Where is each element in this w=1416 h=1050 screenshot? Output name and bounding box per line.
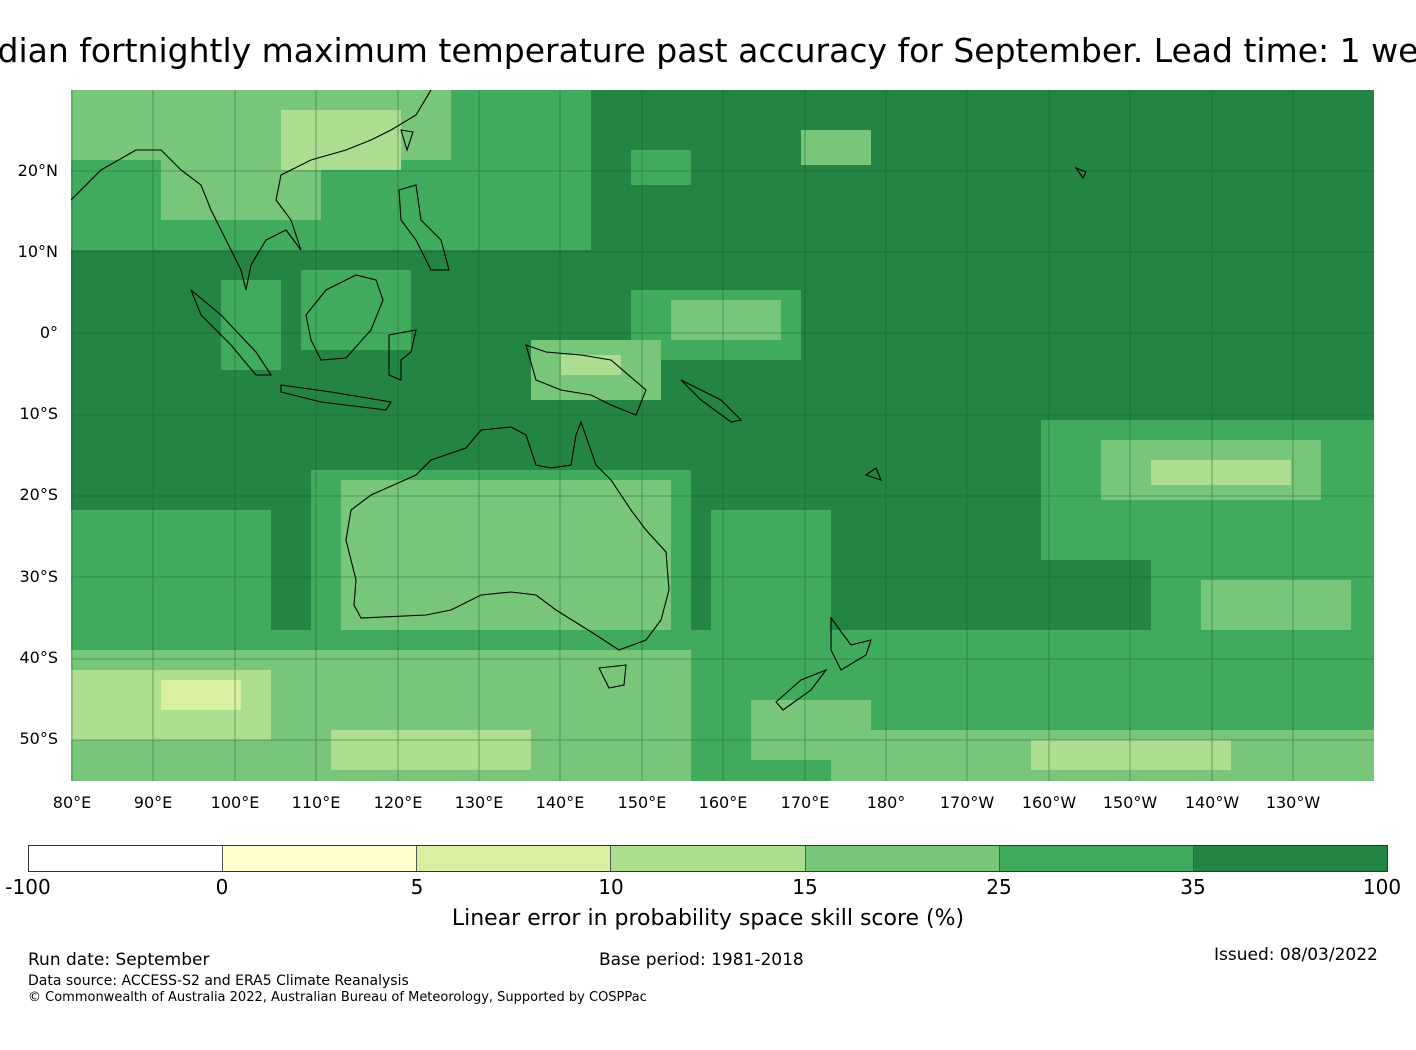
colorbar-tick-label: 100 (1362, 875, 1402, 899)
tasmania-coastline (598, 664, 627, 689)
lon-label: 80°E (52, 793, 92, 812)
asia-mainland-coastline (71, 90, 432, 291)
lon-label: 170°E (780, 793, 830, 812)
colorbar-segment (805, 846, 1000, 871)
colorbar-tick-label: 10 (598, 875, 624, 899)
lon-label: 170°W (939, 793, 995, 812)
lon-label: 140°E (535, 793, 585, 812)
colorbar-segment (1193, 846, 1387, 871)
lon-label: 110°E (291, 793, 341, 812)
lat-label: 20°N (17, 161, 58, 180)
lon-label: 180° (866, 793, 906, 812)
java-coastline (280, 384, 392, 411)
skill-score-field (71, 90, 1374, 781)
new-guinea-coastline (525, 344, 647, 416)
lon-label: 160°W (1021, 793, 1077, 812)
coastlines (71, 90, 1087, 711)
hawaii-coastline (1074, 166, 1087, 180)
sumatra-coastline (190, 289, 273, 376)
colorbar-tick-label: 25 (986, 875, 1012, 899)
run-date: Run date: September (28, 950, 210, 970)
lat-label: 40°S (19, 648, 58, 667)
lat-label: 0° (39, 323, 58, 342)
colorbar-segment (611, 846, 806, 871)
lon-label: 100°E (210, 793, 260, 812)
map-title: dian fortnightly maximum temperature pas… (0, 31, 1416, 70)
new-zealand-south-coastline (775, 668, 828, 711)
base-period: Base period: 1981-2018 (599, 950, 804, 970)
lat-label: 30°S (19, 567, 58, 586)
australia-coastline (345, 420, 670, 651)
lon-label: 120°E (373, 793, 423, 812)
copyright: © Commonwealth of Australia 2022, Austra… (28, 990, 647, 1005)
lon-label: 160°E (698, 793, 748, 812)
lon-label: 130°W (1265, 793, 1321, 812)
lon-label: 150°E (617, 793, 667, 812)
lat-label: 50°S (19, 729, 58, 748)
issued-date: Issued: 08/03/2022 (1214, 945, 1378, 965)
colorbar-segment (29, 846, 224, 871)
data-source: Data source: ACCESS-S2 and ERA5 Climate … (28, 973, 409, 989)
sulawesi-coastline (388, 329, 417, 381)
borneo-coastline (305, 274, 384, 361)
lat-label: 20°S (19, 485, 58, 504)
lat-label: 10°S (19, 404, 58, 423)
lon-label: 90°E (133, 793, 173, 812)
lon-label: 130°E (454, 793, 504, 812)
lon-label: 150°W (1102, 793, 1158, 812)
fiji-coastline (864, 467, 882, 481)
colorbar-tick-label: 15 (792, 875, 818, 899)
colorbar-tick-label: 5 (410, 875, 424, 899)
colorbar-title: Linear error in probability space skill … (451, 906, 965, 931)
colorbar (28, 845, 1388, 872)
new-zealand-north-coastline (830, 616, 872, 671)
colorbar-segment (999, 846, 1194, 871)
colorbar-tick-label: -100 (5, 875, 51, 899)
lon-label: 140°W (1184, 793, 1240, 812)
philippines-coastline (398, 184, 450, 271)
solomon-islands-coastline (680, 379, 743, 423)
lat-label: 10°N (17, 242, 58, 261)
colorbar-segment (223, 846, 418, 871)
map-title-container: dian fortnightly maximum temperature pas… (0, 28, 1416, 74)
taiwan-coastline (400, 129, 414, 152)
gridlines (71, 90, 1374, 781)
colorbar-tick-label: 35 (1180, 875, 1206, 899)
colorbar-tick-label: 0 (215, 875, 229, 899)
skill-score-map (71, 90, 1374, 781)
colorbar-segment (417, 846, 612, 871)
